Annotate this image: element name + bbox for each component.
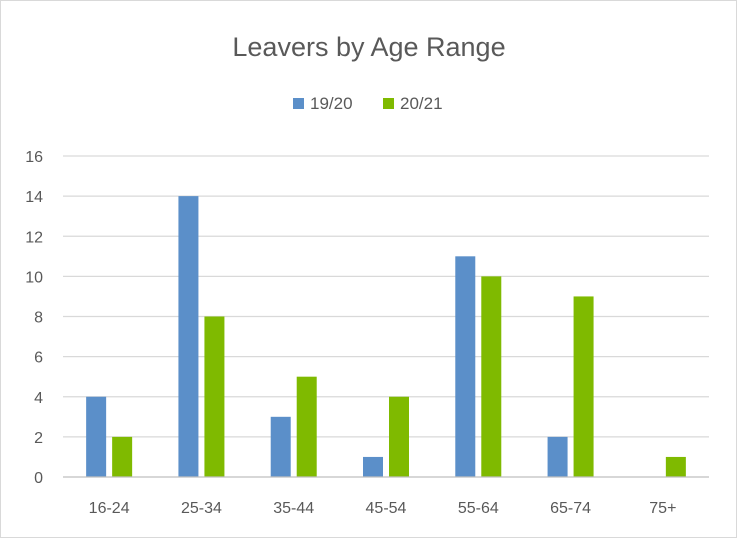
y-tick-label: 6 (34, 350, 43, 367)
bar-19-20-25-34 (178, 196, 199, 477)
bar-20-21-55-64 (481, 276, 502, 477)
bar-19-20-16-24 (86, 396, 107, 477)
bar-20-21-25-34 (204, 316, 225, 477)
x-tick-label: 25-34 (181, 500, 222, 517)
bar-20-21-35-44 (296, 376, 317, 477)
y-tick-label: 14 (25, 189, 43, 206)
bar-19-20-45-54 (363, 456, 383, 477)
legend-swatch (383, 98, 394, 109)
legend-swatch (293, 98, 304, 109)
bar-19-20-65-74 (547, 436, 568, 477)
bar-19-20-55-64 (455, 256, 476, 477)
x-tick-label: 45-54 (366, 500, 407, 517)
x-tick-label: 75+ (649, 500, 676, 517)
gridlines (63, 155, 709, 438)
legend: 19/20 20/21 (293, 94, 443, 113)
y-tick-label: 0 (34, 470, 43, 487)
legend-label: 19/20 (310, 94, 353, 113)
y-tick-label: 12 (25, 229, 43, 246)
bar-19-20-35-44 (270, 416, 291, 477)
y-tick-label: 10 (25, 269, 43, 286)
y-axis-ticks: 0 2 4 6 8 10 12 14 16 (25, 149, 43, 487)
bar-20-21-65-74 (573, 296, 594, 477)
x-tick-label: 35-44 (273, 500, 314, 517)
y-tick-label: 2 (34, 430, 43, 447)
y-tick-label: 16 (25, 149, 43, 166)
bar-20-21-16-24 (112, 436, 133, 477)
legend-label: 20/21 (400, 94, 443, 113)
chart-title: Leavers by Age Range (232, 32, 505, 62)
x-axis-ticks: 16-24 25-34 35-44 45-54 55-64 65-74 75+ (89, 500, 677, 517)
bar-20-21-75+ (665, 456, 686, 477)
y-tick-label: 8 (34, 310, 43, 327)
x-tick-label: 16-24 (89, 500, 130, 517)
y-tick-label: 4 (34, 390, 43, 407)
bar-20-21-45-54 (389, 396, 409, 477)
x-tick-label: 55-64 (458, 500, 499, 517)
bars (86, 196, 686, 477)
x-tick-label: 65-74 (550, 500, 591, 517)
